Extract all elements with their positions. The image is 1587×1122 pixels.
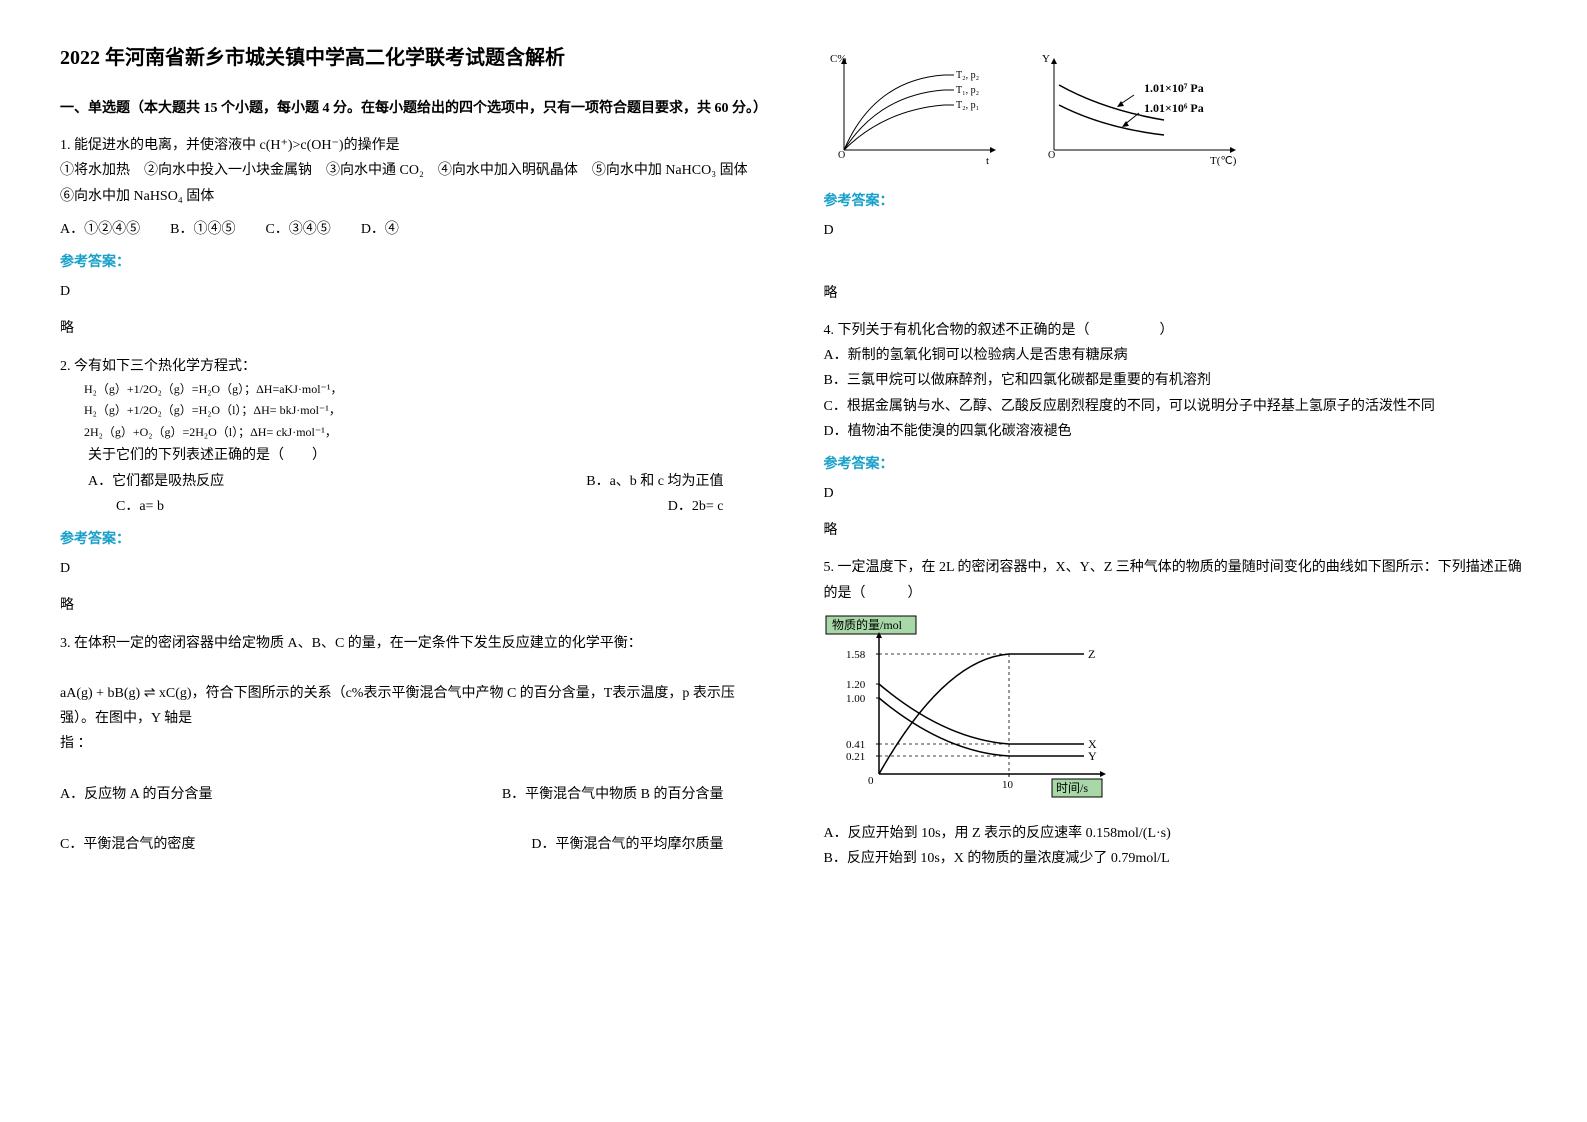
q2-opt-a: A．它们都是吸热反应 [88, 469, 224, 494]
chart3-ytick-5: 0 [868, 775, 874, 787]
chart-3-svg: 物质的量/mol 1.58 1.20 1.00 0.41 0.21 [824, 614, 1124, 804]
q1-stem: 1. 能促进水的电离，并使溶液中 c(H⁺)>c(OH⁻)的操作是 [60, 133, 764, 158]
chart1-origin: O [838, 150, 845, 161]
q3-opts-row2: C．平衡混合气的密度 D．平衡混合气的平均摩尔质量 [60, 832, 764, 857]
q2-line4: 关于它们的下列表述正确的是（ ） [60, 443, 764, 468]
q3-opt-c: C．平衡混合气的密度 [60, 832, 195, 857]
question-2: 2. 今有如下三个热化学方程式： H₂（g）+1/2O₂（g）=H₂O（g）；Δ… [60, 354, 764, 619]
q3-stem3: 指 ： [60, 731, 764, 756]
q3-opt-a: A．反应物 A 的百分含量 [60, 782, 212, 807]
chart2-line2-label: 1.01×10⁶ Pa [1144, 101, 1204, 115]
q2-note: 略 [60, 593, 764, 618]
q1-options: A．①②④⑤ B．①④⑤ C．③④⑤ D．④ [60, 217, 764, 242]
q2-line1: H₂（g）+1/2O₂（g）=H₂O（g）；ΔH=aKJ·mol⁻¹， [60, 379, 764, 401]
section-1-title: 一、单选题（本大题共 15 个小题，每小题 4 分。在每小题给出的四个选项中，只… [60, 96, 764, 121]
q5-stem: 5. 一定温度下，在 2L 的密闭容器中，X、Y、Z 三种气体的物质的量随时间变… [824, 555, 1528, 605]
q3-opt-d: D．平衡混合气的平均摩尔质量 [531, 832, 723, 857]
chart3-ytick-1: 1.20 [846, 679, 866, 691]
chart3-z-label: Z [1088, 647, 1095, 661]
chart1-xlabel: t [986, 155, 989, 167]
q4-opt-c: C．根据金属钠与水、乙醇、乙酸反应剧烈程度的不同，可以说明分子中羟基上氢原子的活… [824, 394, 1528, 419]
chart1-line2-label: T₁, p₂ [956, 85, 979, 96]
q1-answer-label: 参考答案： [60, 250, 764, 275]
q3-charts: C% t O T₂, p₂ T₁, p₂ T₂, p₁ [824, 50, 1528, 179]
q3-answer: D [824, 218, 1528, 243]
q1-note: 略 [60, 316, 764, 341]
q2-opts-row1: A．它们都是吸热反应 B．a、b 和 c 均为正值 [60, 469, 764, 494]
q2-answer: D [60, 556, 764, 581]
chart3-ytick-2: 1.00 [846, 693, 866, 705]
chart3-ylabel: 物质的量/mol [832, 617, 903, 632]
q3-stem1: 3. 在体积一定的密闭容器中给定物质 A、B、C 的量，在一定条件下发生反应建立… [60, 631, 764, 656]
chart3-y-label: Y [1088, 749, 1097, 763]
chart3-ytick-0: 1.58 [846, 649, 866, 661]
q2-opt-b: B．a、b 和 c 均为正值 [586, 469, 723, 494]
q2-opt-d: D．2b= c [668, 494, 724, 519]
chart1-ylabel: C% [830, 53, 847, 65]
q1-opt-c: C．③④⑤ [265, 217, 330, 242]
left-column: 2022 年河南省新乡市城关镇中学高二化学联考试题含解析 一、单选题（本大题共 … [60, 40, 764, 883]
q4-opt-b: B．三氯甲烷可以做麻醉剂，它和四氯化碳都是重要的有机溶剂 [824, 368, 1528, 393]
q2-opts-row2: C．a= b D．2b= c [60, 494, 764, 519]
right-column: C% t O T₂, p₂ T₁, p₂ T₂, p₁ [824, 40, 1528, 883]
chart-2: Y T(℃) O 1.01×10⁷ Pa 1.01×10⁶ Pa [1034, 50, 1254, 179]
q5-opt-a: A．反应开始到 10s，用 Z 表示的反应速率 0.158mol/(L·s) [824, 821, 1528, 846]
q3-stem2: aA(g) + bB(g) ⇌ xC(g)，符合下图所示的关系（c%表示平衡混合… [60, 681, 764, 731]
q1-opt-d: D．④ [361, 217, 399, 242]
chart1-line3-label: T₂, p₁ [956, 100, 979, 111]
q1-detail: ①将水加热 ②向水中投入一小块金属钠 ③向水中通 CO₂ ④向水中加入明矾晶体 … [60, 158, 764, 208]
chart-2-svg: Y T(℃) O 1.01×10⁷ Pa 1.01×10⁶ Pa [1034, 50, 1254, 170]
q1-opt-a: A．①②④⑤ [60, 217, 140, 242]
q2-line3: 2H₂（g）+O₂（g）=2H₂O（l）；ΔH= ckJ·mol⁻¹， [60, 422, 764, 444]
q4-opt-a: A．新制的氢氧化铜可以检验病人是否患有糖尿病 [824, 343, 1528, 368]
chart2-ylabel: Y [1042, 53, 1050, 65]
question-3: 3. 在体积一定的密闭容器中给定物质 A、B、C 的量，在一定条件下发生反应建立… [60, 631, 764, 858]
q2-line2: H₂（g）+1/2O₂（g）=H₂O（l）；ΔH= bkJ·mol⁻¹， [60, 400, 764, 422]
chart3-ytick-3: 0.41 [846, 739, 865, 751]
q4-answer-label: 参考答案： [824, 452, 1528, 477]
chart-3: 物质的量/mol 1.58 1.20 1.00 0.41 0.21 [824, 614, 1528, 813]
chart-1-svg: C% t O T₂, p₂ T₁, p₂ T₂, p₁ [824, 50, 1004, 170]
q3-answer-label: 参考答案： [824, 189, 1528, 214]
q1-answer: D [60, 279, 764, 304]
chart2-origin: O [1048, 150, 1055, 161]
chart3-xtick-0: 10 [1002, 779, 1014, 791]
chart2-line1-label: 1.01×10⁷ Pa [1144, 81, 1204, 95]
chart3-ytick-4: 0.21 [846, 751, 865, 763]
chart-1: C% t O T₂, p₂ T₁, p₂ T₂, p₁ [824, 50, 1004, 179]
q4-stem: 4. 下列关于有机化合物的叙述不正确的是（ ） [824, 318, 1528, 343]
q4-opt-d: D．植物油不能使溴的四氯化碳溶液褪色 [824, 419, 1528, 444]
q2-answer-label: 参考答案： [60, 527, 764, 552]
chart1-line1-label: T₂, p₂ [956, 70, 979, 81]
q3-opt-b: B．平衡混合气中物质 B 的百分含量 [502, 782, 724, 807]
page-title: 2022 年河南省新乡市城关镇中学高二化学联考试题含解析 [60, 40, 764, 76]
question-4: 4. 下列关于有机化合物的叙述不正确的是（ ） A．新制的氢氧化铜可以检验病人是… [824, 318, 1528, 544]
q2-opt-c: C．a= b [116, 494, 164, 519]
q2-stem: 2. 今有如下三个热化学方程式： [60, 354, 764, 379]
q4-answer: D [824, 481, 1528, 506]
q1-opt-b: B．①④⑤ [170, 217, 235, 242]
q4-note: 略 [824, 518, 1528, 543]
question-1: 1. 能促进水的电离，并使溶液中 c(H⁺)>c(OH⁻)的操作是 ①将水加热 … [60, 133, 764, 341]
q3-opts-row1: A．反应物 A 的百分含量 B．平衡混合气中物质 B 的百分含量 [60, 782, 764, 807]
chart2-xlabel: T(℃) [1210, 155, 1237, 167]
q5-opt-b: B．反应开始到 10s，X 的物质的量浓度减少了 0.79mol/L [824, 846, 1528, 871]
question-5: 5. 一定温度下，在 2L 的密闭容器中，X、Y、Z 三种气体的物质的量随时间变… [824, 555, 1528, 871]
chart3-xlabel: 时间/s [1056, 781, 1088, 795]
q3-note: 略 [824, 281, 1528, 306]
